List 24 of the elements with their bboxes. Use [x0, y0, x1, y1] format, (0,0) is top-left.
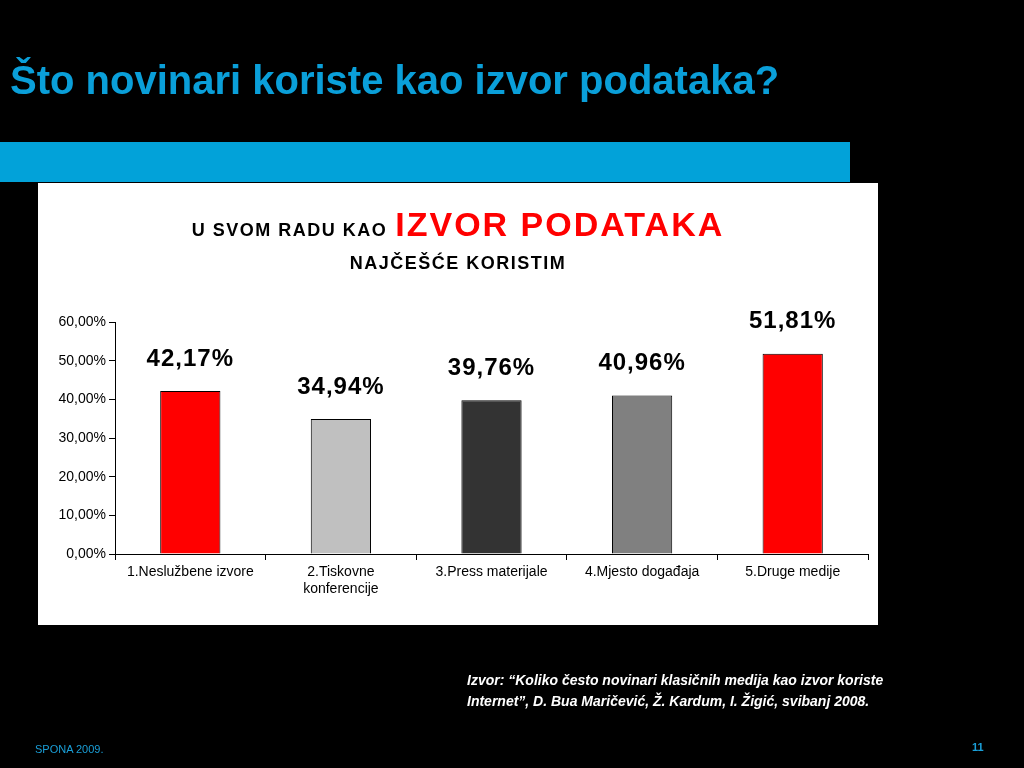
- x-tick-label: 1.Neslužbene izvore: [126, 563, 254, 580]
- data-label: 42,17%: [146, 343, 234, 371]
- text: Izvor: “Koliko često novinari klasičnih medija kao izvor koriste Internet”, D. Bua Maričević, Ž. Kardum, I. Žigić, svibanj 2008.: [467, 671, 885, 711]
- y-tick-label: 0,00%: [66, 544, 106, 561]
- y-tick-label: 30,00%: [58, 428, 106, 445]
- text: NAJČEŠĆE KORISTIM: [348, 253, 568, 274]
- x-tick-label: 4.Mjesto događaja: [584, 563, 700, 580]
- y-tick-label: 40,00%: [58, 390, 106, 407]
- text: SPONA 2009.: [35, 743, 104, 755]
- x-tick-label: 5.Druge medije: [745, 563, 841, 580]
- chart-title: Što novinari koriste kao izvor podataka?: [10, 58, 780, 103]
- x-tick-label: 2.Tiskovne konferencije: [303, 563, 379, 597]
- data-label: 40,96%: [598, 348, 686, 376]
- data-label: 39,76%: [447, 352, 536, 380]
- text: U SVOM RADU KAO: [191, 220, 388, 240]
- y-tick-label: 50,00%: [58, 351, 106, 368]
- data-label: 51,81%: [749, 306, 837, 334]
- y-tick-label: 10,00%: [58, 506, 106, 523]
- text: 11: [972, 741, 984, 753]
- data-label: 34,94%: [297, 371, 385, 399]
- x-tick-label: 3.Press materijale: [435, 563, 548, 580]
- y-tick-label: 20,00%: [58, 467, 106, 484]
- y-tick-label: 60,00%: [58, 312, 106, 329]
- text: IZVOR PODATAKA: [395, 205, 725, 243]
